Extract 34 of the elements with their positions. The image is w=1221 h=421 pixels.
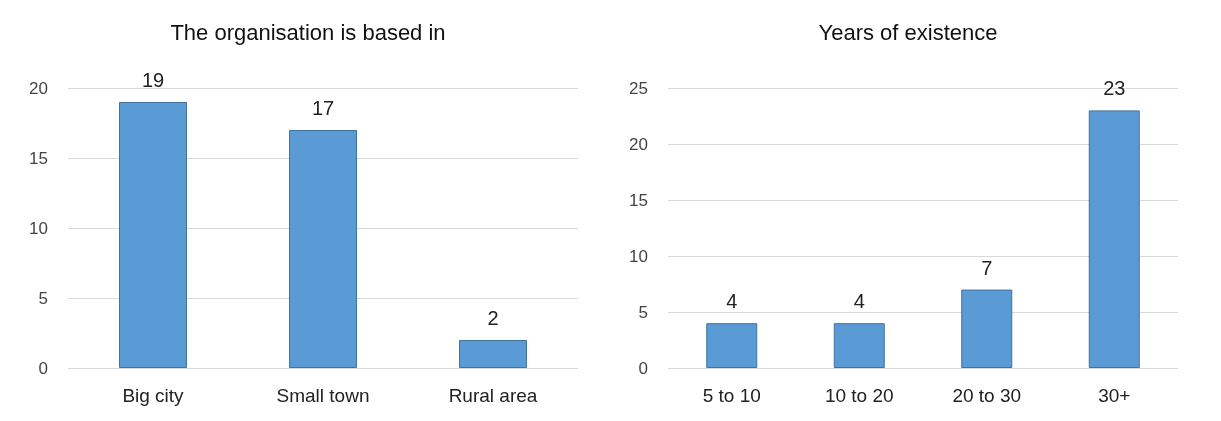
chart-title: The organisation is based in [170,19,446,45]
data-label: 7 [981,256,993,279]
x-tick-label: Small town [276,385,370,406]
bar [119,102,187,368]
y-tick-label: 5 [638,302,648,322]
data-label: 23 [1103,77,1126,100]
bar [1088,110,1140,368]
data-label: 19 [141,69,165,91]
x-tick-label: Rural area [448,385,538,406]
bar [459,340,527,368]
chart-title: Years of existence [818,19,998,45]
y-tick-label: 0 [638,358,648,378]
x-tick-label: 30+ [1098,385,1131,406]
x-tick-label: 10 to 20 [824,385,894,406]
y-tick-label: 15 [629,190,648,210]
y-tick-label: 5 [38,288,48,308]
data-label: 4 [853,290,865,313]
data-label: 2 [487,307,499,329]
bar [289,130,357,368]
y-tick-label: 10 [29,218,48,238]
bar [706,323,758,368]
data-label: 4 [726,290,738,313]
y-tick-label: 15 [29,148,48,168]
y-tick-label: 20 [629,134,648,154]
y-tick-label: 20 [29,78,48,98]
y-tick-label: 10 [629,246,648,266]
data-label: 17 [311,97,335,119]
bar [833,323,885,368]
y-tick-label: 25 [629,78,648,98]
x-tick-label: Big city [122,385,185,406]
y-tick-label: 0 [38,358,48,378]
x-tick-label: 20 to 30 [952,385,1022,406]
bar [961,289,1013,368]
x-tick-label: 5 to 10 [702,385,761,406]
